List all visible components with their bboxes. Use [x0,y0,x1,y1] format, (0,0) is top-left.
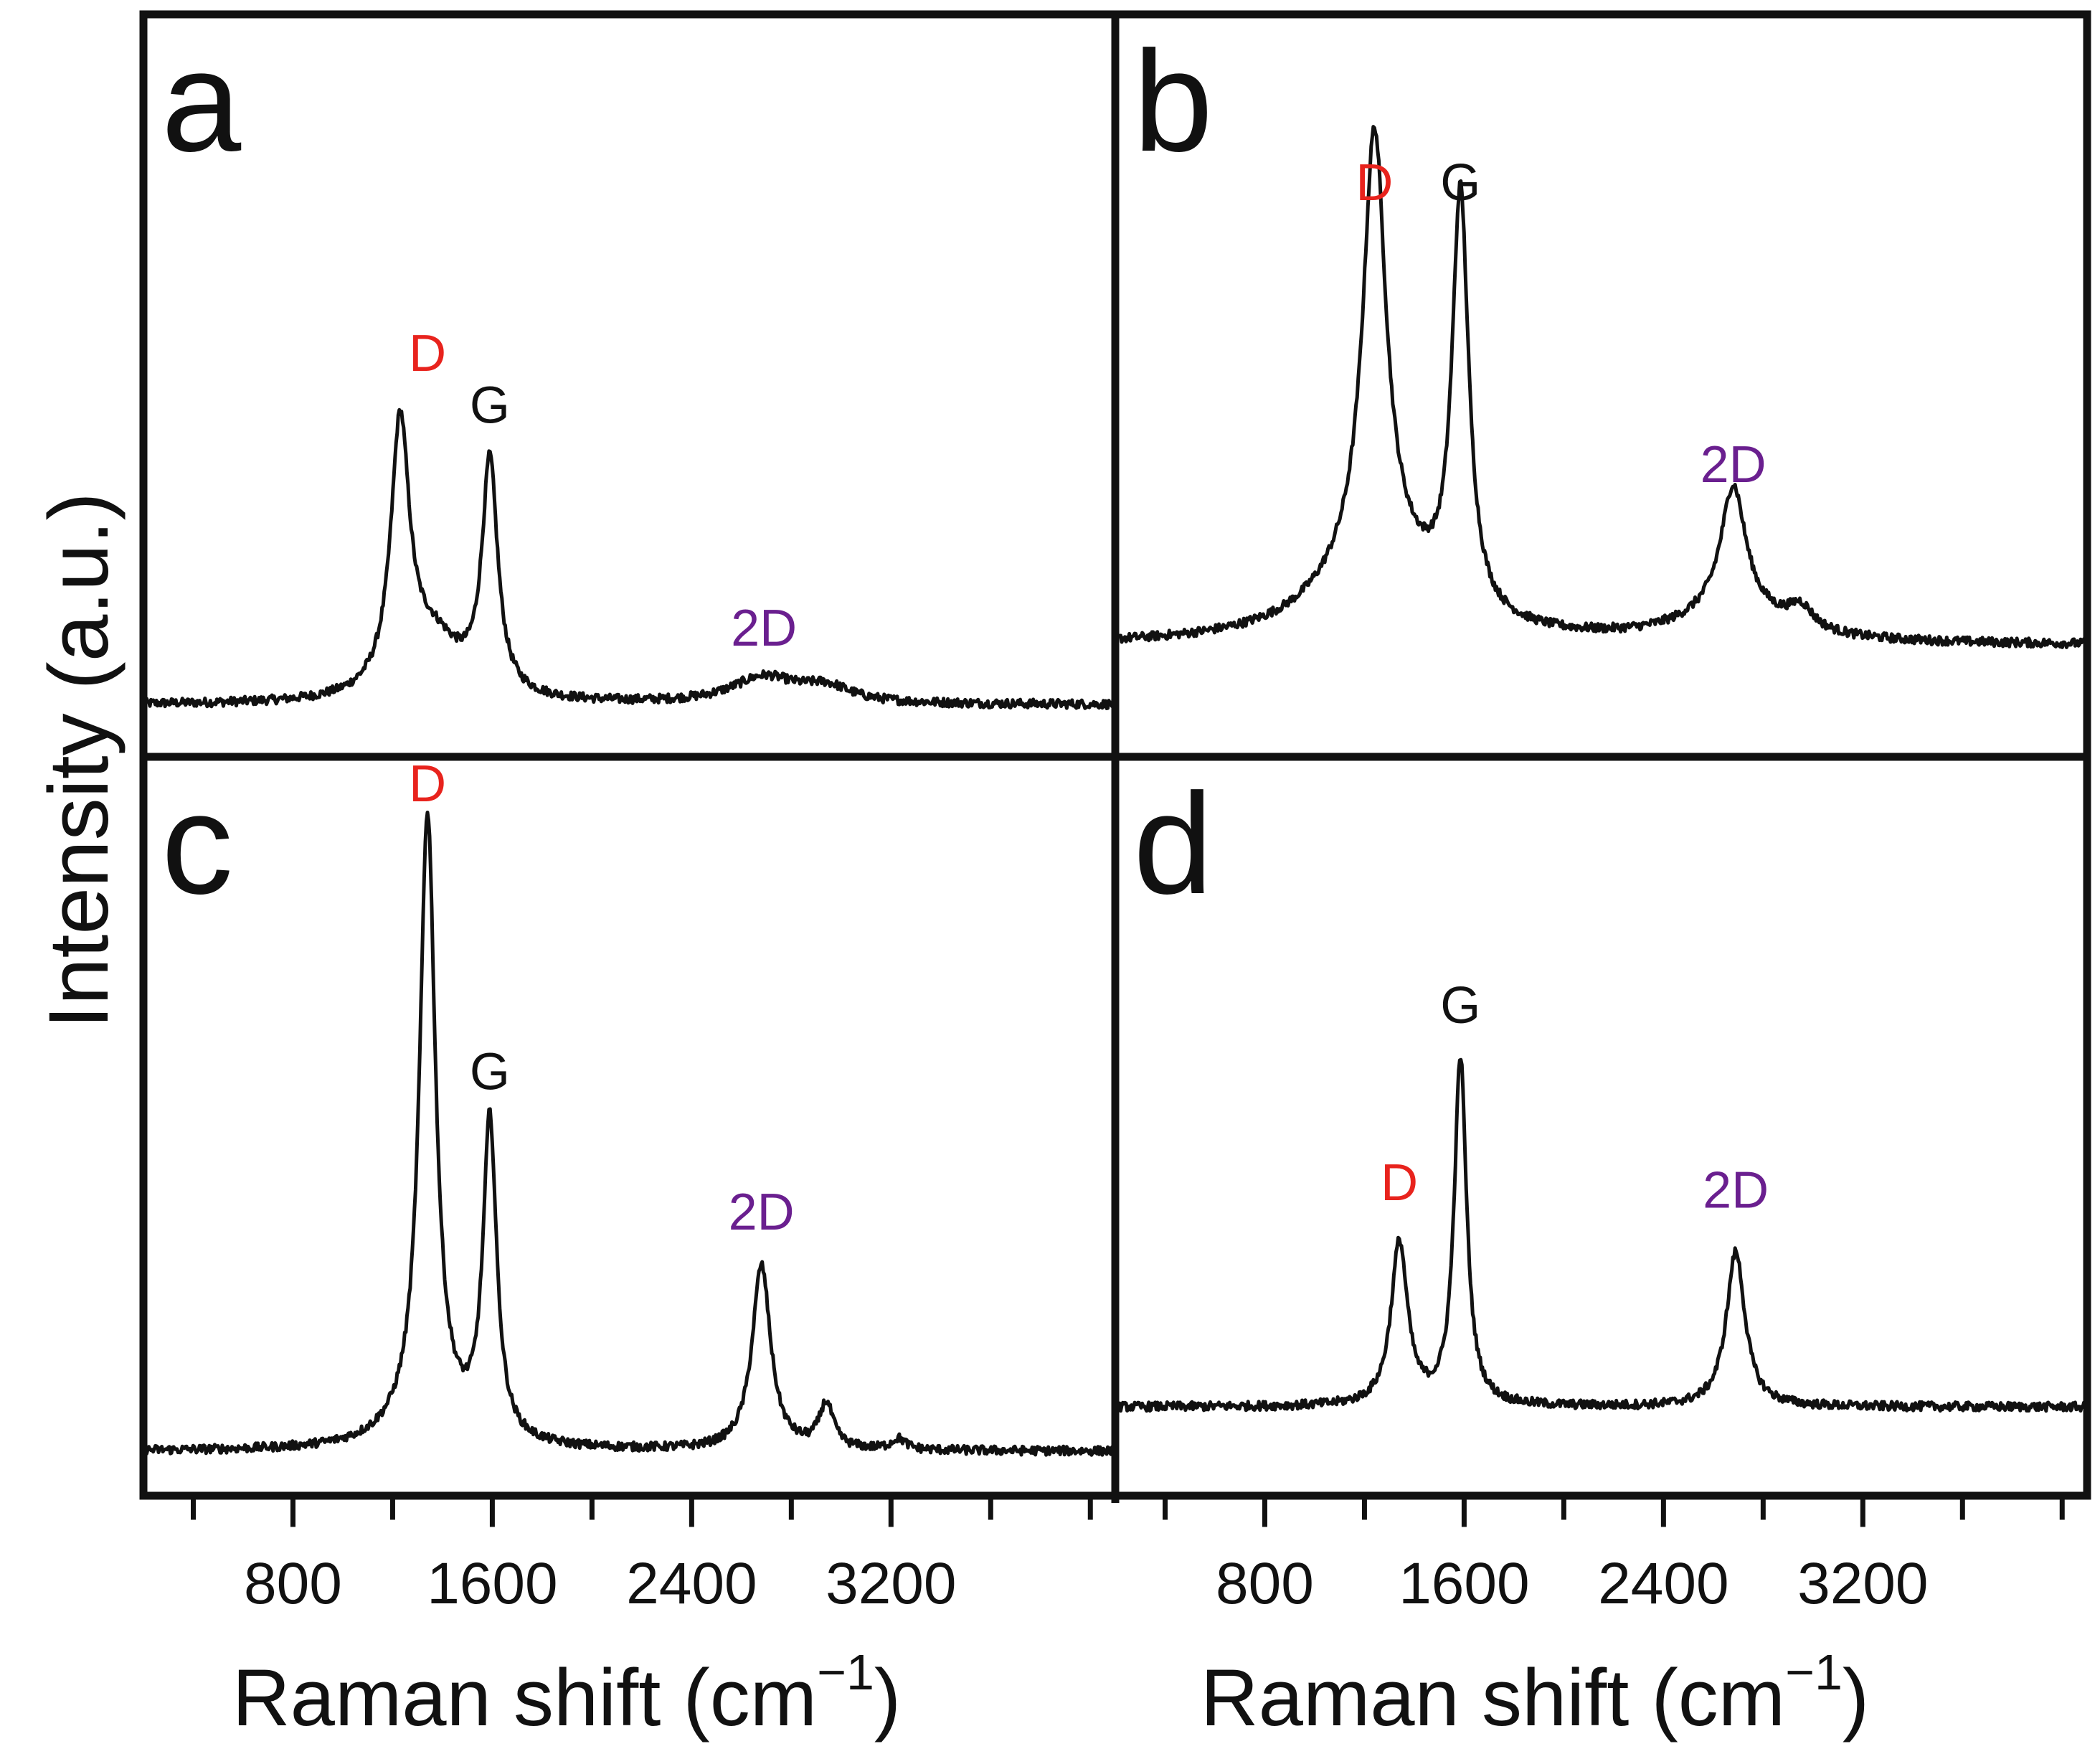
x-tick-label-d-1600: 1600 [1399,1551,1529,1616]
peak-label-c-d: D [409,755,446,813]
peak-label-a-2d: 2D [731,600,797,657]
x-axis-label-left: Raman shift (cm−1) [232,1644,901,1743]
panel-d: D G 2D d [1113,764,2089,1527]
peak-label-d-2d: 2D [1703,1161,1769,1219]
peak-label-b-2d: 2D [1701,436,1766,494]
x-tick-label-c-1600: 1600 [427,1551,557,1616]
x-tick-label-c-3200: 3200 [826,1551,956,1616]
spectrum-line-b [1113,125,2089,649]
x-tick-label-d-3200: 3200 [1797,1551,1928,1616]
panel-letter-b: b [1133,22,1213,181]
spectrum-line-d [1113,1057,2089,1413]
peak-label-d-g: G [1440,977,1480,1034]
panel-frame [139,10,2091,1503]
x-tick-label-d-2400: 2400 [1598,1551,1728,1616]
panel-b: D G 2D b [1113,22,2089,649]
panel-letter-d: d [1133,764,1213,924]
peak-label-d-d: D [1381,1154,1418,1212]
x-axis-label-right: Raman shift (cm−1) [1201,1644,1869,1743]
y-axis-label: Intensity (a.u.) [32,492,126,1029]
peak-label-a-g: G [470,377,510,434]
x-tick-labels: 800 1600 2400 3200 800 1600 2400 3200 [244,1551,1928,1616]
panel-letter-a: a [161,22,242,181]
peak-label-b-d: D [1356,154,1393,212]
panel-letter-c: c [161,764,233,924]
peak-label-c-g: G [470,1044,510,1101]
peak-label-a-d: D [409,325,446,382]
spectrum-line-a [141,407,1117,710]
peak-label-c-2d: 2D [729,1184,795,1241]
panel-c: D G 2D c [142,755,1117,1527]
spectrum-line-c [142,811,1117,1457]
x-tick-label-d-800: 800 [1216,1551,1314,1616]
x-tick-label-c-800: 800 [244,1551,342,1616]
peak-label-b-g: G [1440,154,1480,212]
panel-a: DG 2D a [141,22,1117,710]
x-tick-label-c-2400: 2400 [626,1551,757,1616]
